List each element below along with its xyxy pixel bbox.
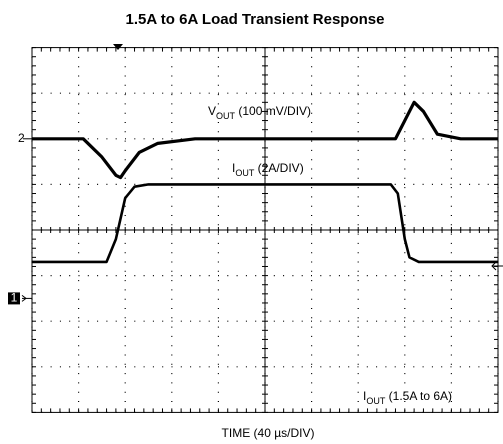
annotation: VOUT (100 mV/DIV) xyxy=(208,104,311,121)
plot-area xyxy=(31,46,499,413)
annotation-part: OUT xyxy=(235,168,255,178)
channel-marker: 1 xyxy=(11,291,18,305)
annotation-part: (100 mV/DIV) xyxy=(235,104,311,118)
annotation-part: I xyxy=(363,389,366,403)
annotation-part: (1.5A to 6A) xyxy=(385,389,452,403)
trace xyxy=(32,183,498,264)
right-arrow xyxy=(491,261,503,271)
trace xyxy=(32,100,498,180)
annotation-part: (2A/DIV) xyxy=(254,161,303,175)
annotation: IOUT (2A/DIV) xyxy=(232,161,304,178)
annotation-part: OUT xyxy=(216,111,236,121)
channel-box xyxy=(8,292,20,305)
chart-title: 1.5A to 6A Load Transient Response xyxy=(126,11,385,28)
trigger-marker xyxy=(113,44,123,50)
annotation: IOUT (1.5A to 6A) xyxy=(363,389,452,406)
channel-marker: 2 xyxy=(18,131,25,145)
annotation-part: I xyxy=(232,161,235,175)
annotation-part: V xyxy=(208,104,216,118)
annotation-part: OUT xyxy=(366,396,386,406)
x-axis-label: TIME (40 µs/DIV) xyxy=(222,426,315,440)
